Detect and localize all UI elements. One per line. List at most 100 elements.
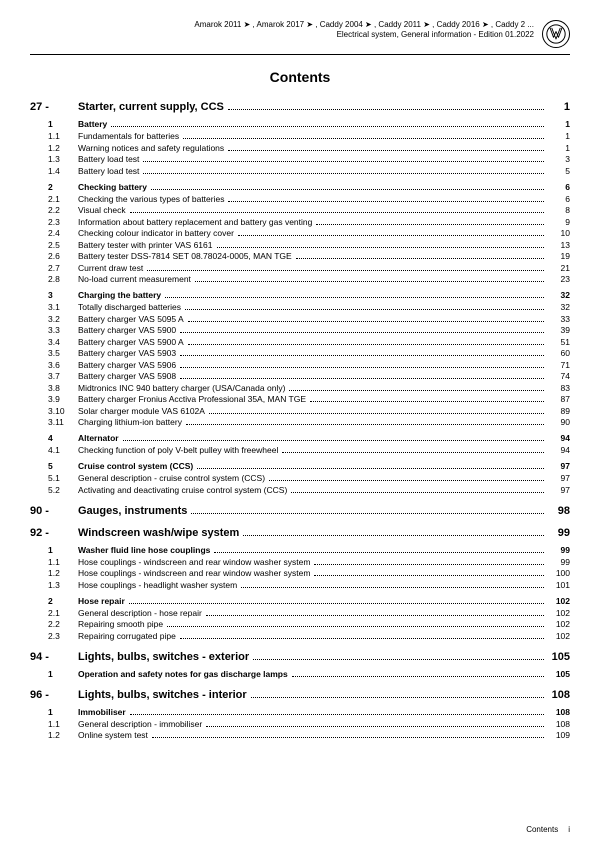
- section-number: 2: [48, 182, 78, 192]
- footer-label: Contents: [526, 825, 558, 834]
- leader-dots: [206, 726, 544, 727]
- subsection-page: 102: [548, 608, 570, 618]
- toc-section: 2Checking battery6: [30, 182, 570, 192]
- leader-dots: [251, 697, 544, 698]
- chapter-number: 92 -: [30, 527, 78, 539]
- subsection-number: 1.2: [48, 730, 78, 740]
- toc-subsection: 3.1Totally discharged batteries32: [30, 302, 570, 312]
- toc-subsection: 3.7Battery charger VAS 590874: [30, 371, 570, 381]
- leader-dots: [206, 615, 544, 616]
- leader-dots: [316, 224, 544, 225]
- subsection-number: 1.1: [48, 557, 78, 567]
- leader-dots: [241, 587, 544, 588]
- section-page: 1: [548, 119, 570, 129]
- section-label: Checking battery: [78, 182, 147, 192]
- subsection-label: Checking colour indicator in battery cov…: [78, 228, 234, 238]
- section-page: 94: [548, 433, 570, 443]
- toc-section: 1Battery1: [30, 119, 570, 129]
- subsection-page: 90: [548, 417, 570, 427]
- subsection-label: Battery charger VAS 5908: [78, 371, 176, 381]
- toc-subsection: 1.1General description - immobiliser108: [30, 719, 570, 729]
- subsection-page: 51: [548, 337, 570, 347]
- vw-logo-icon: [542, 20, 570, 48]
- section-page: 97: [548, 461, 570, 471]
- subsection-page: 97: [548, 485, 570, 495]
- leader-dots: [214, 552, 544, 553]
- toc-subsection: 3.8Midtronics INC 940 battery charger (U…: [30, 383, 570, 393]
- subsection-label: Battery tester with printer VAS 6161: [78, 240, 213, 250]
- subsection-label: Charging lithium-ion battery: [78, 417, 182, 427]
- leader-dots: [217, 247, 545, 248]
- subsection-page: 9: [548, 217, 570, 227]
- leader-dots: [238, 235, 544, 236]
- leader-dots: [314, 564, 544, 565]
- toc-subsection: 1.3Hose couplings - headlight washer sys…: [30, 580, 570, 590]
- toc-chapter: 96 -Lights, bulbs, switches - interior10…: [30, 689, 570, 701]
- toc-subsection: 2.5Battery tester with printer VAS 61611…: [30, 240, 570, 250]
- toc-subsection: 2.1Checking the various types of batteri…: [30, 194, 570, 204]
- leader-dots: [180, 378, 544, 379]
- leader-dots: [180, 355, 544, 356]
- header-line-1: Amarok 2011 ➤ , Amarok 2017 ➤ , Caddy 20…: [30, 20, 534, 30]
- subsection-page: 1: [548, 143, 570, 153]
- chapter-page: 98: [548, 505, 570, 517]
- toc-subsection: 2.3Information about battery replacement…: [30, 217, 570, 227]
- chapter-number: 96 -: [30, 689, 78, 701]
- toc-subsection: 3.3Battery charger VAS 590039: [30, 325, 570, 335]
- leader-dots: [228, 201, 544, 202]
- subsection-page: 99: [548, 557, 570, 567]
- subsection-label: General description - cruise control sys…: [78, 473, 265, 483]
- leader-dots: [130, 212, 544, 213]
- leader-dots: [151, 189, 544, 190]
- leader-dots: [123, 440, 544, 441]
- leader-dots: [147, 270, 544, 271]
- subsection-label: Solar charger module VAS 6102A: [78, 406, 205, 416]
- leader-dots: [314, 575, 544, 576]
- chapter-number: 94 -: [30, 651, 78, 663]
- toc-subsection: 2.3Repairing corrugated pipe102: [30, 631, 570, 641]
- toc-section: 1Immobiliser108: [30, 707, 570, 717]
- subsection-number: 1.1: [48, 719, 78, 729]
- subsection-page: 87: [548, 394, 570, 404]
- leader-dots: [129, 603, 544, 604]
- toc-subsection: 3.4Battery charger VAS 5900 A51: [30, 337, 570, 347]
- subsection-number: 3.8: [48, 383, 78, 393]
- leader-dots: [282, 452, 544, 453]
- subsection-number: 2.7: [48, 263, 78, 273]
- toc-chapter: 92 -Windscreen wash/wipe system99: [30, 527, 570, 539]
- subsection-number: 3.4: [48, 337, 78, 347]
- chapter-label: Lights, bulbs, switches - exterior: [78, 651, 249, 663]
- toc-subsection: 3.6Battery charger VAS 590671: [30, 360, 570, 370]
- subsection-page: 100: [548, 568, 570, 578]
- leader-dots: [130, 714, 544, 715]
- section-label: Cruise control system (CCS): [78, 461, 193, 471]
- subsection-page: 23: [548, 274, 570, 284]
- subsection-number: 5.1: [48, 473, 78, 483]
- section-number: 2: [48, 596, 78, 606]
- subsection-number: 3.3: [48, 325, 78, 335]
- subsection-page: 1: [548, 131, 570, 141]
- leader-dots: [269, 480, 544, 481]
- subsection-number: 1.3: [48, 154, 78, 164]
- subsection-number: 2.5: [48, 240, 78, 250]
- subsection-label: Battery charger VAS 5903: [78, 348, 176, 358]
- subsection-label: No-load current measurement: [78, 274, 191, 284]
- subsection-page: 10: [548, 228, 570, 238]
- toc-subsection: 1.1Hose couplings - windscreen and rear …: [30, 557, 570, 567]
- subsection-number: 3.7: [48, 371, 78, 381]
- subsection-number: 2.2: [48, 205, 78, 215]
- subsection-label: Online system test: [78, 730, 148, 740]
- toc-subsection: 1.2Warning notices and safety regulation…: [30, 143, 570, 153]
- subsection-page: 33: [548, 314, 570, 324]
- leader-dots: [188, 344, 544, 345]
- leader-dots: [111, 126, 544, 127]
- leader-dots: [228, 109, 544, 110]
- subsection-label: Battery load test: [78, 154, 139, 164]
- section-page: 102: [548, 596, 570, 606]
- subsection-number: 1.1: [48, 131, 78, 141]
- leader-dots: [183, 138, 544, 139]
- section-page: 32: [548, 290, 570, 300]
- section-page: 105: [548, 669, 570, 679]
- subsection-page: 5: [548, 166, 570, 176]
- section-number: 1: [48, 707, 78, 717]
